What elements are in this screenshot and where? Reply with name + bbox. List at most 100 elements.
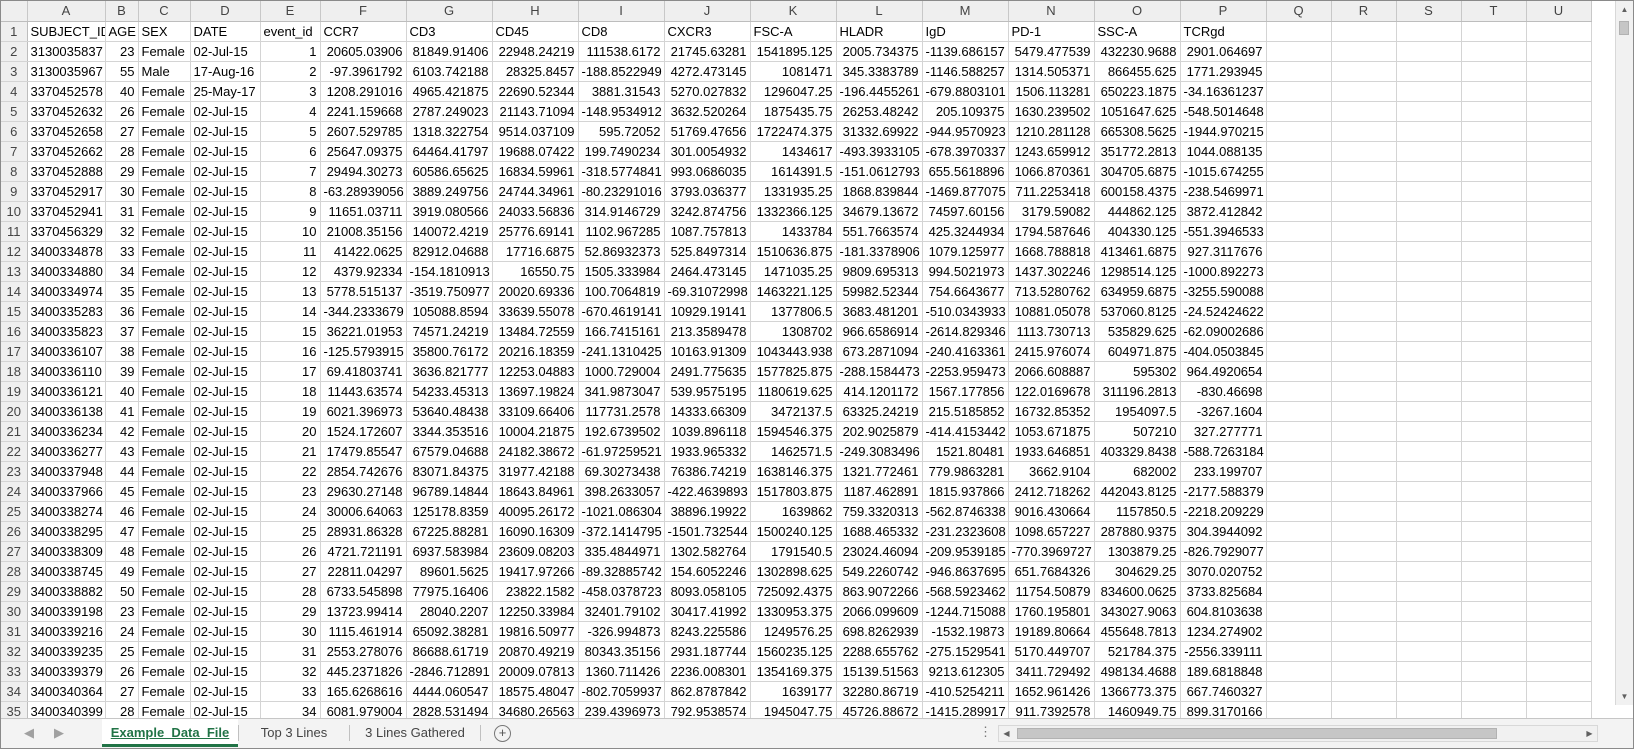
cell[interactable] <box>1526 21 1592 42</box>
column-header[interactable]: O <box>1094 1 1181 22</box>
cell[interactable] <box>1331 461 1397 482</box>
cell[interactable]: 1933.646851 <box>1008 441 1095 462</box>
row-header[interactable]: 17 <box>1 341 28 362</box>
cell[interactable]: 16834.59961 <box>492 161 579 182</box>
row-header[interactable]: 22 <box>1 441 28 462</box>
cell[interactable]: 1208.291016 <box>320 81 407 102</box>
cell[interactable]: 3242.874756 <box>664 201 751 222</box>
cell[interactable] <box>1461 441 1527 462</box>
cell[interactable] <box>1331 81 1397 102</box>
cell[interactable]: -34.16361237 <box>1180 81 1267 102</box>
cell[interactable]: -231.2323608 <box>922 521 1009 542</box>
row-header[interactable]: 7 <box>1 141 28 162</box>
cell[interactable] <box>1396 481 1462 502</box>
cell[interactable]: 80343.35156 <box>578 641 665 662</box>
cell[interactable]: -1415.289917 <box>922 701 1009 722</box>
cell[interactable]: 3370456329 <box>27 221 106 242</box>
row-header[interactable]: 26 <box>1 521 28 542</box>
cell[interactable]: 3400336138 <box>27 401 106 422</box>
row-header[interactable]: 1 <box>1 21 28 42</box>
cell[interactable]: 713.5280762 <box>1008 281 1095 302</box>
cell[interactable] <box>1396 441 1462 462</box>
cell[interactable]: 673.2871094 <box>836 341 923 362</box>
cell[interactable]: 3889.249756 <box>406 181 493 202</box>
row-header[interactable]: 11 <box>1 221 28 242</box>
cell[interactable]: 02-Jul-15 <box>190 621 261 642</box>
cell[interactable]: 1081471 <box>750 61 837 82</box>
column-header[interactable]: S <box>1396 1 1462 22</box>
row-header[interactable]: 30 <box>1 601 28 622</box>
cell[interactable]: -670.4619141 <box>578 301 665 322</box>
cell[interactable] <box>1396 581 1462 602</box>
cell[interactable] <box>1461 161 1527 182</box>
cell[interactable]: 3370452888 <box>27 161 106 182</box>
cell[interactable]: 2412.718262 <box>1008 481 1095 502</box>
cell[interactable]: 1102.967285 <box>578 221 665 242</box>
cell[interactable]: 17-Aug-16 <box>190 61 261 82</box>
cell[interactable]: 498134.4688 <box>1094 661 1181 682</box>
cell[interactable]: 29630.27148 <box>320 481 407 502</box>
cell[interactable] <box>1396 341 1462 362</box>
cell[interactable]: 26 <box>260 541 321 562</box>
cell[interactable]: 1524.172607 <box>320 421 407 442</box>
cell[interactable]: 3400335823 <box>27 321 106 342</box>
cell[interactable]: 02-Jul-15 <box>190 41 261 62</box>
cell[interactable]: 403329.8438 <box>1094 441 1181 462</box>
cell[interactable] <box>1331 661 1397 682</box>
cell[interactable]: 13484.72559 <box>492 321 579 342</box>
cell[interactable]: Female <box>138 301 191 322</box>
cell[interactable]: Female <box>138 581 191 602</box>
header-cell[interactable]: PD-1 <box>1008 21 1095 42</box>
cell[interactable]: 698.8262939 <box>836 621 923 642</box>
cell[interactable]: 28040.2207 <box>406 601 493 622</box>
cell[interactable]: 539.9575195 <box>664 381 751 402</box>
cell[interactable]: 10163.91309 <box>664 341 751 362</box>
cell[interactable]: 1560235.125 <box>750 641 837 662</box>
cell[interactable]: 21008.35156 <box>320 221 407 242</box>
cell[interactable]: 20020.69336 <box>492 281 579 302</box>
cell[interactable]: 38 <box>105 341 139 362</box>
cell[interactable]: 02-Jul-15 <box>190 421 261 442</box>
cell[interactable] <box>1331 241 1397 262</box>
row-header[interactable]: 20 <box>1 401 28 422</box>
cell[interactable] <box>1396 61 1462 82</box>
cell[interactable] <box>1266 181 1332 202</box>
cell[interactable]: 35 <box>105 281 139 302</box>
cell[interactable]: 23609.08203 <box>492 541 579 562</box>
cell[interactable]: Female <box>138 161 191 182</box>
cell[interactable]: 12 <box>260 261 321 282</box>
scroll-right-icon[interactable]: ▶ <box>1586 729 1593 738</box>
cell[interactable]: 1043443.938 <box>750 341 837 362</box>
cell[interactable]: -510.0343933 <box>922 301 1009 322</box>
cell[interactable]: Female <box>138 401 191 422</box>
header-cell[interactable]: IgD <box>922 21 1009 42</box>
cell[interactable] <box>1526 521 1592 542</box>
cell[interactable] <box>1266 361 1332 382</box>
cell[interactable]: Female <box>138 121 191 142</box>
cell[interactable] <box>1396 181 1462 202</box>
cell[interactable] <box>1266 541 1332 562</box>
cell[interactable]: 55 <box>105 61 139 82</box>
cell[interactable]: 1471035.25 <box>750 261 837 282</box>
cell[interactable]: 83071.84375 <box>406 461 493 482</box>
cell[interactable]: 67225.88281 <box>406 521 493 542</box>
cell[interactable]: 1541895.125 <box>750 41 837 62</box>
header-cell[interactable]: CCR7 <box>320 21 407 42</box>
cell[interactable]: 02-Jul-15 <box>190 181 261 202</box>
cell[interactable] <box>1526 221 1592 242</box>
cell[interactable]: -2556.339111 <box>1180 641 1267 662</box>
cell[interactable]: 1302898.625 <box>750 561 837 582</box>
cell[interactable] <box>1396 21 1462 42</box>
cell[interactable] <box>1396 141 1462 162</box>
cell[interactable]: 3919.080566 <box>406 201 493 222</box>
cell[interactable] <box>1526 401 1592 422</box>
cell[interactable]: 3636.821777 <box>406 361 493 382</box>
cell[interactable]: 21745.63281 <box>664 41 751 62</box>
cell[interactable]: 1500240.125 <box>750 521 837 542</box>
add-sheet-icon[interactable]: + <box>494 725 511 742</box>
cell[interactable] <box>1266 681 1332 702</box>
cell[interactable]: Female <box>138 341 191 362</box>
cell[interactable] <box>1266 21 1332 42</box>
cell[interactable]: 189.6818848 <box>1180 661 1267 682</box>
cell[interactable]: 34 <box>105 261 139 282</box>
